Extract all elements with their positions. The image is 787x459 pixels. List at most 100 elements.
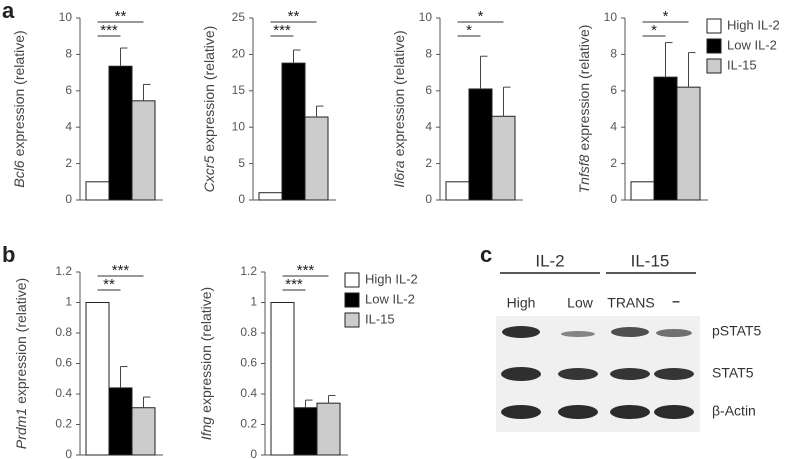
y-tick-label: 1 bbox=[250, 295, 257, 309]
bar bbox=[131, 100, 156, 201]
y-tick-label: 1.2 bbox=[55, 264, 72, 278]
significance-label: * bbox=[478, 8, 484, 25]
significance-label: * bbox=[663, 8, 669, 25]
band bbox=[654, 368, 694, 380]
y-axis-label: Cxcr5 expression (relative) bbox=[201, 26, 217, 193]
y-tick-label: 4 bbox=[65, 119, 72, 133]
y-label-gene: Ifng bbox=[198, 417, 214, 441]
y-label-text: expression (relative) bbox=[198, 287, 214, 413]
bar bbox=[108, 387, 133, 456]
y-tick-label: 0 bbox=[238, 192, 245, 206]
y-axis-label: Tnfsf8 expression (relative) bbox=[576, 25, 592, 194]
y-tick-label: 0.8 bbox=[240, 325, 257, 339]
y-tick-label: 0.2 bbox=[240, 417, 257, 431]
y-tick-label: 10 bbox=[604, 10, 618, 24]
y-axis-label: Il6ra expression (relative) bbox=[391, 30, 407, 187]
lane-label: TRANS bbox=[607, 295, 654, 311]
legend-swatch bbox=[344, 272, 360, 288]
y-axis-label: Bcl6 expression (relative) bbox=[11, 30, 27, 187]
band bbox=[654, 405, 694, 419]
significance-label: *** bbox=[112, 262, 130, 279]
bar bbox=[630, 181, 655, 201]
band bbox=[558, 368, 598, 380]
legend-label: IL-15 bbox=[365, 311, 395, 326]
bar bbox=[676, 86, 701, 201]
legend-swatch bbox=[706, 18, 722, 34]
band bbox=[558, 405, 598, 419]
y-label-gene: Il6ra bbox=[391, 160, 407, 187]
legend-label: IL-15 bbox=[727, 57, 757, 72]
y-tick-label: 0.6 bbox=[240, 356, 257, 370]
band bbox=[502, 326, 540, 338]
band bbox=[501, 405, 541, 419]
bar bbox=[85, 302, 110, 456]
legend-label: High IL-2 bbox=[365, 271, 418, 286]
y-tick-label: 0 bbox=[250, 447, 257, 459]
lane-label: High bbox=[507, 295, 536, 311]
y-label-text: expression (relative) bbox=[391, 30, 407, 156]
y-tick-label: 6 bbox=[425, 83, 432, 97]
y-tick-label: 10 bbox=[59, 10, 73, 24]
significance-label: ** bbox=[288, 8, 300, 25]
y-tick-label: 10 bbox=[419, 10, 433, 24]
y-tick-label: 4 bbox=[610, 119, 617, 133]
legend-label: Low IL-2 bbox=[365, 291, 415, 306]
y-tick-label: 0 bbox=[425, 192, 432, 206]
western-blot: IL-2 IL-15 High Low TRANS – pSTAT5 STAT5… bbox=[496, 251, 761, 432]
y-tick-label: 5 bbox=[238, 156, 245, 170]
y-tick-label: 2 bbox=[610, 156, 617, 170]
bar bbox=[270, 302, 295, 456]
y-tick-label: 8 bbox=[425, 47, 432, 61]
legend-label: Low IL-2 bbox=[727, 37, 777, 52]
y-tick-label: 0 bbox=[65, 447, 72, 459]
y-tick-label: 6 bbox=[610, 83, 617, 97]
bar bbox=[445, 181, 470, 201]
lane-label: Low bbox=[567, 295, 594, 311]
y-axis-label: Ifng expression (relative) bbox=[198, 287, 214, 440]
significance-label: *** bbox=[297, 262, 315, 279]
legend-swatch bbox=[706, 38, 722, 54]
significance-label: *** bbox=[285, 276, 303, 293]
blot-row-label: pSTAT5 bbox=[712, 323, 761, 339]
legend-label: High IL-2 bbox=[727, 17, 780, 32]
y-tick-label: 0.8 bbox=[55, 325, 72, 339]
significance-label: *** bbox=[273, 22, 291, 39]
panel-label: a bbox=[2, 0, 15, 23]
y-tick-label: 15 bbox=[232, 83, 246, 97]
y-label-text: expression (relative) bbox=[201, 26, 217, 152]
bar bbox=[108, 65, 133, 201]
y-tick-label: 0 bbox=[610, 192, 617, 206]
bar bbox=[316, 402, 341, 456]
bar bbox=[131, 407, 156, 456]
significance-label: * bbox=[651, 22, 657, 39]
band bbox=[610, 368, 650, 380]
bar bbox=[653, 76, 678, 201]
y-label-gene: Tnfsf8 bbox=[576, 154, 592, 193]
band bbox=[610, 405, 650, 419]
bar bbox=[281, 62, 306, 201]
band bbox=[611, 327, 649, 337]
blot-group: IL-15 bbox=[631, 251, 670, 270]
y-tick-label: 1.2 bbox=[240, 264, 257, 278]
lane-label: – bbox=[672, 293, 680, 309]
y-tick-label: 10 bbox=[232, 119, 246, 133]
y-axis-label: Prdm1 expression (relative) bbox=[13, 278, 29, 449]
y-tick-label: 1 bbox=[65, 295, 72, 309]
legend-swatch bbox=[344, 312, 360, 328]
bands bbox=[501, 326, 694, 419]
y-tick-label: 2 bbox=[65, 156, 72, 170]
blot-group: IL-2 bbox=[535, 251, 564, 270]
y-label-text: expression (relative) bbox=[13, 278, 29, 404]
y-tick-label: 6 bbox=[65, 83, 72, 97]
bar bbox=[304, 116, 329, 201]
band bbox=[501, 367, 541, 381]
bar bbox=[491, 115, 516, 201]
bar bbox=[258, 192, 283, 201]
legend-swatch bbox=[706, 58, 722, 74]
blot-row-label: β-Actin bbox=[712, 403, 756, 419]
band bbox=[561, 331, 595, 337]
y-label-text: expression (relative) bbox=[11, 30, 27, 156]
significance-label: *** bbox=[100, 22, 118, 39]
y-tick-label: 0 bbox=[65, 192, 72, 206]
